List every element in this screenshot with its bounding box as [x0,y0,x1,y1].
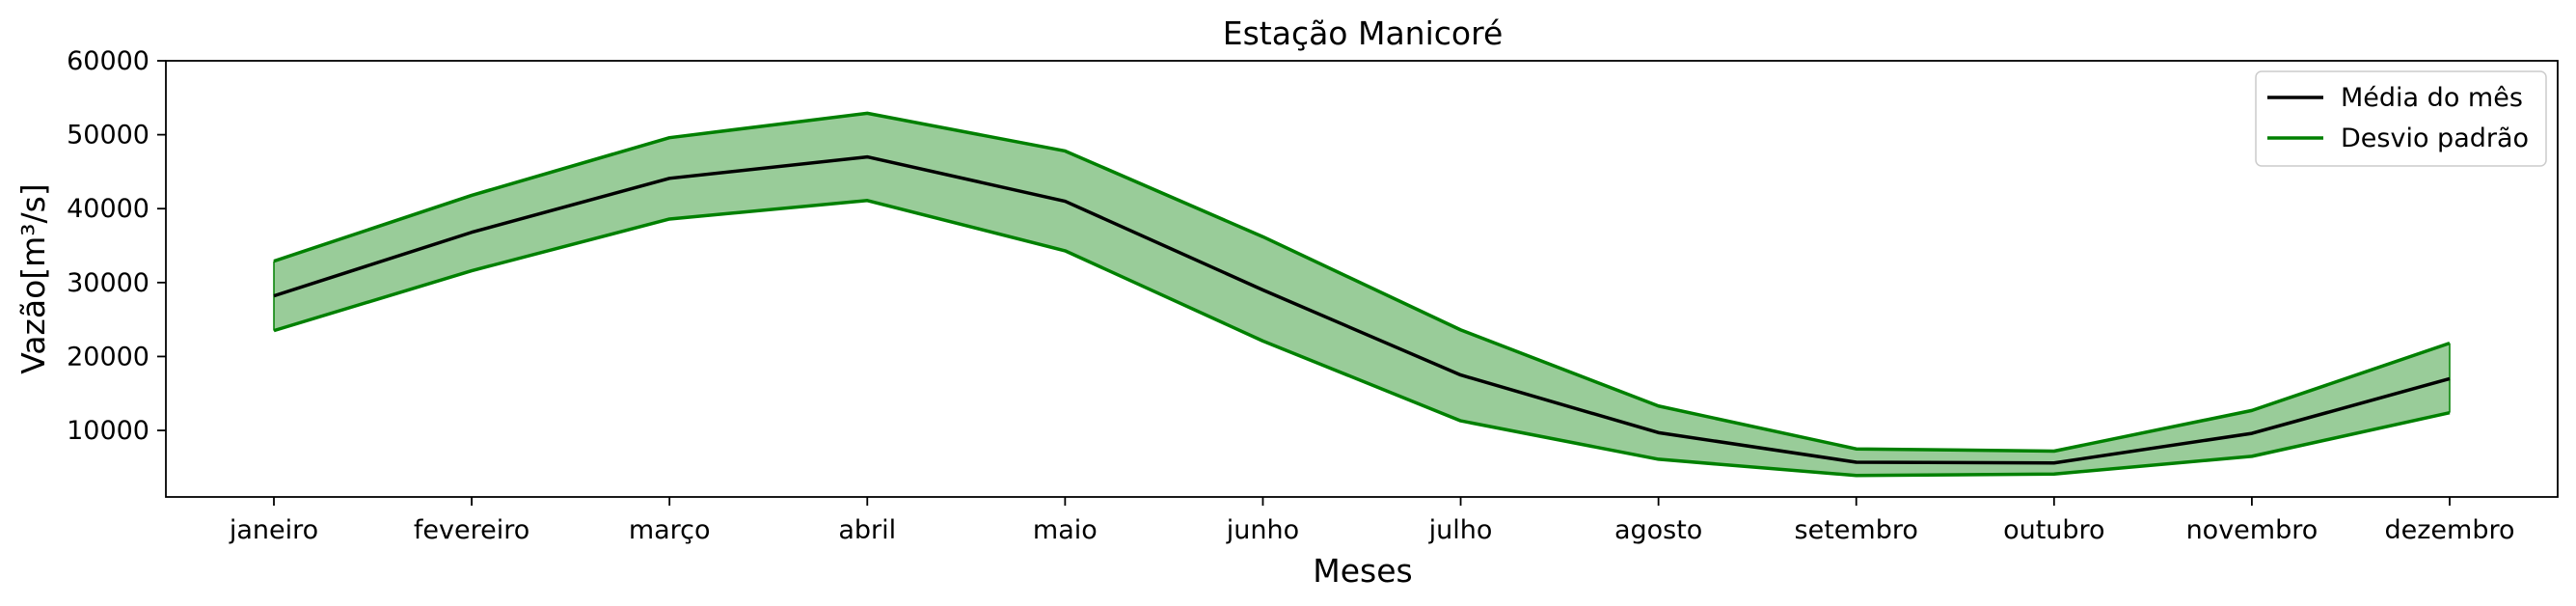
x-tick-label: novembro [2186,515,2318,545]
chart-title: Estação Manicoré [1223,14,1504,52]
plot-area [273,111,2451,478]
y-tick-label: 20000 [67,342,149,372]
std-dev-lower-line [273,199,2451,478]
x-tick-label: outubro [2003,515,2105,545]
y-tick-label: 10000 [67,416,149,446]
x-axis-title: Meses [1313,552,1412,590]
x-tick-label: maio [1033,515,1098,545]
legend-label-std: Desvio padrão [2341,124,2529,153]
x-tick-label: março [629,515,711,545]
y-tick-label: 40000 [67,194,149,224]
x-tick-label: fevereiro [414,515,529,545]
y-tick-label: 50000 [67,121,149,151]
plot-frame [165,60,2559,498]
y-axis: 10000 20000 30000 40000 50000 60000 [67,46,166,446]
std-dev-upper-line [273,111,2451,454]
y-axis-title: Vazão[m³/s] [14,183,52,373]
x-tick-label: agosto [1614,515,1702,545]
mean-line [273,154,2451,465]
x-tick-label: dezembro [2385,515,2515,545]
x-tick-label: setembro [1795,515,1918,545]
x-axis: janeiro fevereiro março abril maio junho julho… [229,497,2515,545]
y-tick-label: 60000 [67,46,149,76]
y-tick-label: 30000 [67,268,149,298]
legend-label-mean: Média do mês [2341,83,2523,113]
x-tick-label: junho [1226,515,1299,545]
legend-box [2255,70,2547,167]
x-tick-label: julho [1428,515,1493,545]
std-dev-band [274,113,2450,476]
legend: Média do mês Desvio padrão [2255,70,2547,167]
x-tick-label: janeiro [229,515,318,545]
x-tick-label: abril [838,515,896,545]
